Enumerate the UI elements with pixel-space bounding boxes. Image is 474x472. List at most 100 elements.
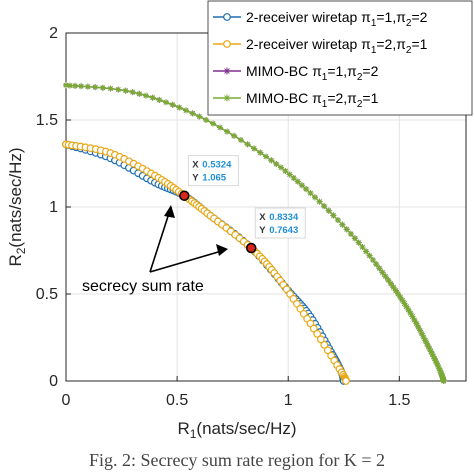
x-tick-label: 1	[284, 392, 293, 409]
datatip-box	[254, 207, 306, 239]
legend-entry-3: MIMO-BC π1=1,π2=2	[213, 63, 379, 83]
datatip-x-value: 0.5324	[202, 160, 232, 171]
series-4-point	[355, 239, 362, 246]
legend-swatch-marker	[223, 67, 231, 75]
y-axis-label-sub: 2	[14, 247, 28, 254]
x-tick-label: 0	[62, 392, 71, 409]
series-4-point	[316, 198, 323, 205]
series-4-point	[163, 99, 169, 106]
legend-entry-4: MIMO-BC π1=2,π2=1	[213, 90, 379, 110]
series-4-point	[321, 203, 328, 210]
series-layer	[62, 82, 447, 385]
legend-label: 2-receiver wiretap π1=1,π2=2	[246, 9, 428, 29]
series-4-point	[347, 230, 354, 237]
series-4-point	[156, 96, 163, 103]
series-4-point	[273, 160, 280, 167]
series-4-point	[401, 300, 408, 307]
series-4-point	[224, 128, 231, 135]
datatip-x-label: X	[259, 212, 266, 223]
series-4-point	[78, 83, 85, 90]
series-4-point	[268, 157, 275, 164]
datatip-marker	[245, 242, 257, 254]
series-4-point	[392, 287, 399, 294]
datatip-box	[187, 155, 239, 187]
series-4-point	[397, 294, 404, 301]
series-4-point	[294, 178, 301, 185]
y-tick-label: 1	[49, 199, 58, 216]
series-4-point	[427, 348, 434, 355]
series-4-point	[311, 194, 318, 201]
series-4-point	[339, 221, 346, 228]
annotation-arrow-2	[149, 249, 226, 273]
legend-entry-2: 2-receiver wiretap π1=2,π2=1	[213, 36, 428, 56]
series-4-point	[373, 261, 380, 268]
series-4-point	[390, 284, 397, 291]
series-4-point	[107, 85, 114, 92]
svg-text:R2(nats/sec/Hz): R2(nats/sec/Hz)	[6, 147, 28, 266]
series-4-point	[251, 145, 258, 152]
series-4-point	[210, 120, 217, 127]
series-4-point	[92, 84, 99, 91]
series-4-point	[385, 277, 392, 284]
series-4-point	[405, 306, 412, 313]
series-4-point	[231, 132, 238, 139]
y-axis-label-unit: (nats/sec/Hz)	[6, 147, 25, 247]
axis-ticks: 0 0.5 1 1.5 0 0.5 1 1.5 2	[36, 25, 411, 409]
datatip-y-label: Y	[192, 173, 199, 184]
annotation-arrowhead-1	[164, 205, 175, 218]
series-4-point	[330, 212, 337, 219]
series-4-point	[407, 310, 414, 317]
series-4-point	[387, 280, 394, 287]
legend-swatch-marker	[223, 94, 231, 102]
series-4-point	[369, 256, 376, 263]
series-4-point	[183, 107, 189, 114]
datatip-x-value: 0.8334	[269, 212, 299, 223]
series-4-point	[440, 378, 447, 384]
series-4-point	[307, 190, 314, 197]
series-4-point	[189, 110, 196, 117]
series-4-point	[263, 153, 269, 160]
series-2-point	[309, 324, 318, 333]
series-4-point	[325, 207, 332, 214]
series-4-point	[363, 248, 370, 255]
legend-label: MIMO-BC π1=2,π2=1	[246, 90, 379, 110]
figure-caption: Fig. 2: Secrecy sum rate region for K = …	[89, 450, 385, 470]
series-2-point	[320, 340, 329, 349]
series-4-point	[290, 175, 297, 182]
y-tick-label: 1.5	[36, 112, 58, 129]
datatip-y-value: 1.065	[202, 173, 226, 184]
series-4-point	[244, 141, 251, 148]
datatip-x-label: X	[192, 160, 199, 171]
x-axis-label: R1(nats/sec/Hz)	[177, 419, 296, 441]
series-4-point	[143, 92, 149, 99]
x-axis-label-var: R	[177, 419, 189, 438]
series-4-point	[395, 290, 402, 297]
annotation-text: secrecy sum rate	[82, 278, 204, 295]
legend-label: MIMO-BC π1=1,π2=2	[246, 63, 379, 83]
series-4-point	[277, 164, 284, 171]
series-4-point	[351, 235, 358, 242]
series-4-point	[403, 303, 410, 310]
series-2-point	[316, 335, 325, 344]
series-4-point	[366, 252, 373, 259]
series-4-point	[176, 104, 183, 111]
annotation: secrecy sum rate	[82, 205, 228, 295]
y-tick-label: 0	[49, 373, 58, 390]
series-4-point	[217, 124, 224, 131]
series-4-point	[298, 182, 305, 189]
series-4-point	[196, 113, 203, 120]
series-4-point	[257, 149, 264, 156]
annotation-arrowhead-2	[216, 244, 228, 256]
datatip-y-label: Y	[259, 225, 266, 236]
series-4-point	[129, 89, 136, 96]
series-4-point	[303, 186, 310, 193]
x-axis-label-unit: (nats/sec/Hz)	[196, 419, 296, 438]
series-4-point	[149, 94, 156, 101]
x-axis-label-sub: 1	[190, 427, 197, 441]
legend-entry-1: 2-receiver wiretap π1=1,π2=2	[213, 9, 428, 29]
series-4-point	[66, 82, 73, 89]
series-4-point	[379, 269, 386, 276]
